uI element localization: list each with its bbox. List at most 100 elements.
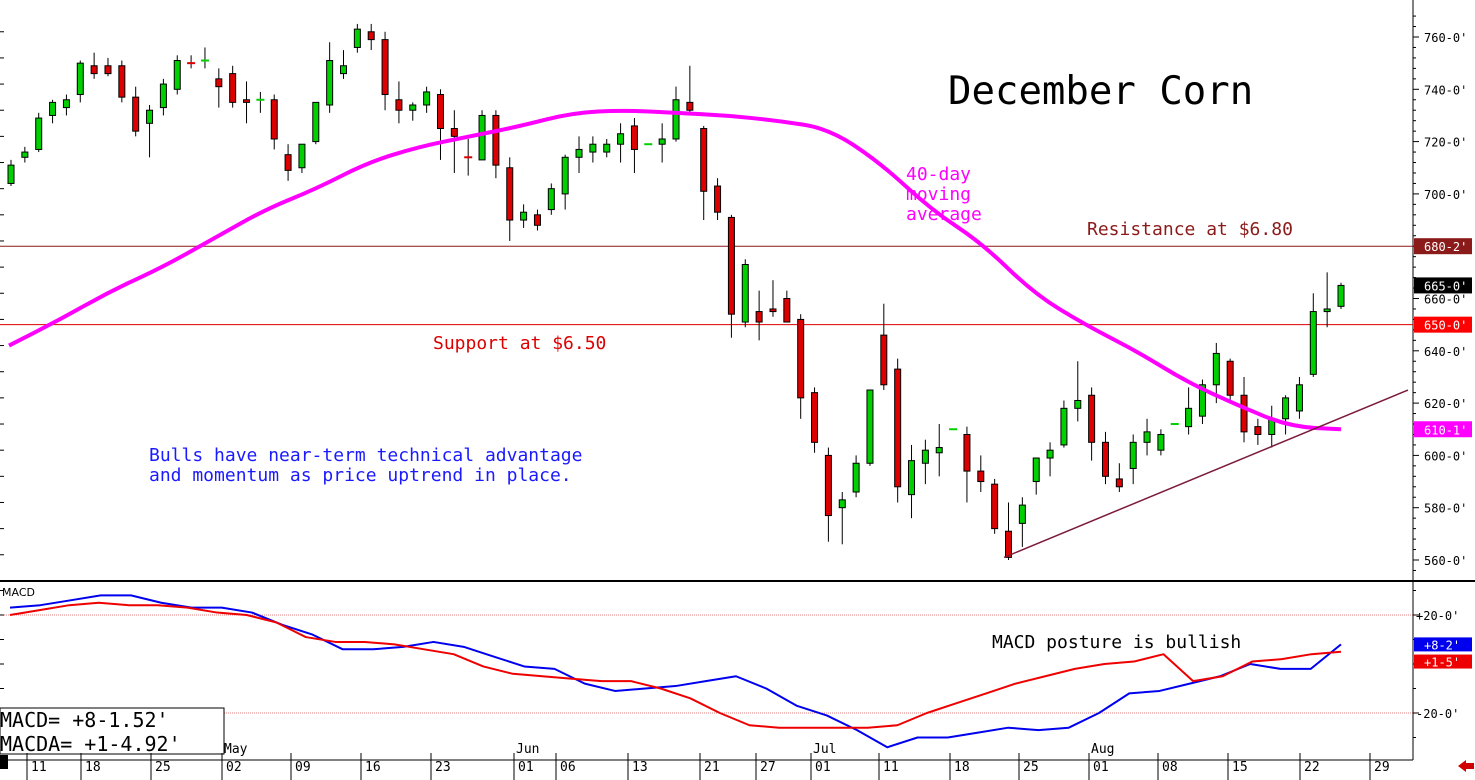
candle: [991, 478, 999, 534]
candle-body: [963, 433, 971, 472]
candle: [104, 57, 112, 77]
commentary-line: and momentum as price uptrend in place.: [149, 465, 572, 486]
candle-body: [132, 96, 140, 132]
candle: [21, 146, 29, 163]
x-day-label: 01: [518, 760, 534, 775]
candle: [1185, 387, 1193, 435]
candle-body: [894, 368, 902, 488]
candle: [49, 99, 57, 124]
candle: [423, 86, 431, 113]
candle: [395, 81, 403, 124]
candle: [658, 123, 666, 163]
candle: [256, 91, 265, 113]
candle: [755, 290, 763, 341]
x-day-label: 11: [31, 760, 47, 775]
candle: [880, 303, 888, 391]
x-day-label: 22: [1304, 760, 1320, 775]
price-tag-label: 650-0': [1424, 319, 1467, 333]
candle: [506, 157, 514, 241]
chart-title: December Corn: [948, 69, 1253, 114]
candle-body: [62, 99, 70, 109]
macd-tag-box: [1414, 637, 1472, 652]
x-day-label: 27: [760, 760, 776, 775]
candle: [243, 81, 251, 124]
candle: [533, 209, 541, 231]
price-tag-label: 680-2': [1424, 240, 1467, 254]
candle-body: [1254, 426, 1262, 435]
candle-body: [561, 156, 569, 195]
candle-body: [1060, 407, 1068, 446]
candle: [229, 65, 237, 108]
candle-body: [1309, 311, 1317, 375]
candle-body: [118, 65, 126, 98]
candle-body: [1143, 431, 1151, 443]
candle: [62, 94, 70, 116]
candle: [783, 290, 791, 323]
x-day-label: 13: [632, 760, 648, 775]
candle-body: [298, 143, 306, 169]
candle: [686, 65, 694, 113]
candle: [146, 104, 154, 158]
candle-body: [35, 117, 43, 150]
candle: [1323, 272, 1331, 328]
x-day-label: 21: [704, 760, 720, 775]
candle: [935, 424, 943, 477]
candle-body: [603, 143, 611, 153]
candle-body: [104, 65, 112, 75]
candle: [381, 31, 389, 111]
candle: [589, 136, 597, 163]
candle-body: [866, 389, 874, 464]
macd-tag-label: +8-2': [1424, 638, 1460, 652]
candle-body: [409, 104, 417, 111]
candle-body: [146, 109, 154, 124]
macda-readout: MACDA= +1-4.92': [0, 732, 181, 756]
candle: [921, 439, 929, 485]
x-day-label: 09: [295, 760, 311, 775]
candle-body: [630, 125, 638, 150]
candle: [464, 138, 473, 176]
candle: [714, 178, 722, 221]
candle: [561, 154, 569, 210]
x-day-label: 25: [1023, 760, 1039, 775]
candle: [492, 110, 500, 179]
candle: [908, 444, 916, 519]
price-tick-label: 580-0': [1424, 502, 1467, 516]
candle-body: [229, 73, 237, 103]
macda-line: [9, 601, 1342, 729]
candle-body: [7, 164, 15, 184]
uptrend-line: [1003, 389, 1409, 559]
candle: [1143, 418, 1151, 456]
candle: [547, 183, 555, 215]
price-tick-label: 640-0': [1424, 345, 1467, 359]
candle: [1032, 457, 1040, 495]
candle-body: [700, 128, 708, 192]
candle: [1060, 400, 1068, 448]
candle-body: [1337, 284, 1345, 307]
x-day-label: 25: [155, 760, 171, 775]
candle-body: [492, 114, 500, 166]
macd-readout: MACD= +8-1.52': [0, 708, 169, 732]
candle: [1282, 395, 1290, 435]
candle-body: [478, 114, 486, 161]
candle-body: [381, 39, 389, 96]
candle-body: [658, 138, 666, 145]
candle-body: [159, 83, 167, 109]
candle-body: [395, 99, 403, 111]
macd-annotation: MACD posture is bullish: [992, 632, 1241, 653]
candle-body: [714, 185, 722, 213]
x-month-label: Aug: [1091, 742, 1114, 757]
macd-readout-box: [0, 707, 225, 755]
candle: [520, 204, 528, 228]
price-tick-label: 740-0': [1424, 83, 1467, 97]
candle-body: [908, 460, 916, 496]
ma-annotation-line: 40-day: [906, 164, 971, 185]
candle-body: [1101, 441, 1109, 477]
candle-body: [353, 28, 361, 48]
candle-body: [1005, 530, 1012, 558]
candle: [132, 86, 140, 137]
price-tag-label: 610-1': [1424, 423, 1467, 437]
candle-body: [783, 298, 791, 323]
x-month-label: May: [224, 742, 248, 757]
x-day-label: 16: [365, 760, 381, 775]
